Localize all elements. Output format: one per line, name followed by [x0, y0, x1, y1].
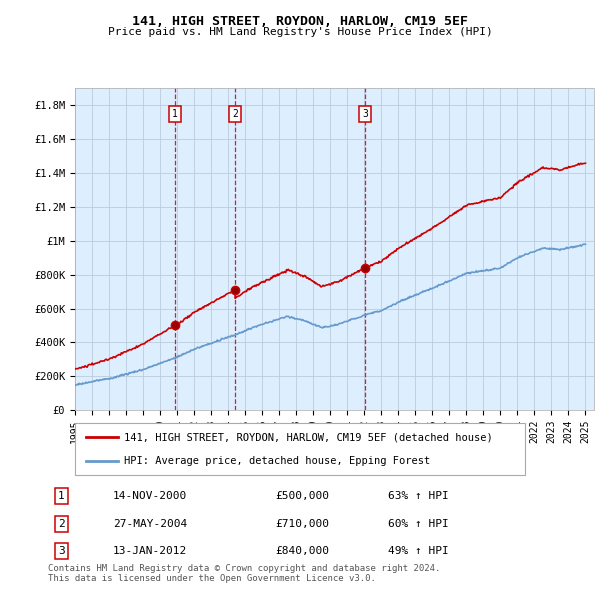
Text: 2: 2 — [58, 519, 65, 529]
Text: 49% ↑ HPI: 49% ↑ HPI — [388, 546, 449, 556]
Text: £500,000: £500,000 — [275, 491, 329, 502]
Text: 3: 3 — [58, 546, 65, 556]
Text: 141, HIGH STREET, ROYDON, HARLOW, CM19 5EF: 141, HIGH STREET, ROYDON, HARLOW, CM19 5… — [132, 15, 468, 28]
Text: HPI: Average price, detached house, Epping Forest: HPI: Average price, detached house, Eppi… — [125, 456, 431, 466]
Text: 60% ↑ HPI: 60% ↑ HPI — [388, 519, 449, 529]
Text: £840,000: £840,000 — [275, 546, 329, 556]
Text: This data is licensed under the Open Government Licence v3.0.: This data is licensed under the Open Gov… — [48, 574, 376, 583]
Text: Price paid vs. HM Land Registry's House Price Index (HPI): Price paid vs. HM Land Registry's House … — [107, 27, 493, 37]
Text: 3: 3 — [362, 109, 368, 119]
Text: Contains HM Land Registry data © Crown copyright and database right 2024.: Contains HM Land Registry data © Crown c… — [48, 563, 440, 572]
Text: 63% ↑ HPI: 63% ↑ HPI — [388, 491, 449, 502]
Text: 14-NOV-2000: 14-NOV-2000 — [113, 491, 187, 502]
Text: 2: 2 — [232, 109, 238, 119]
Text: 1: 1 — [58, 491, 65, 502]
Text: 141, HIGH STREET, ROYDON, HARLOW, CM19 5EF (detached house): 141, HIGH STREET, ROYDON, HARLOW, CM19 5… — [125, 432, 493, 442]
Text: £710,000: £710,000 — [275, 519, 329, 529]
Text: 27-MAY-2004: 27-MAY-2004 — [113, 519, 187, 529]
Text: 1: 1 — [172, 109, 178, 119]
Text: 13-JAN-2012: 13-JAN-2012 — [113, 546, 187, 556]
